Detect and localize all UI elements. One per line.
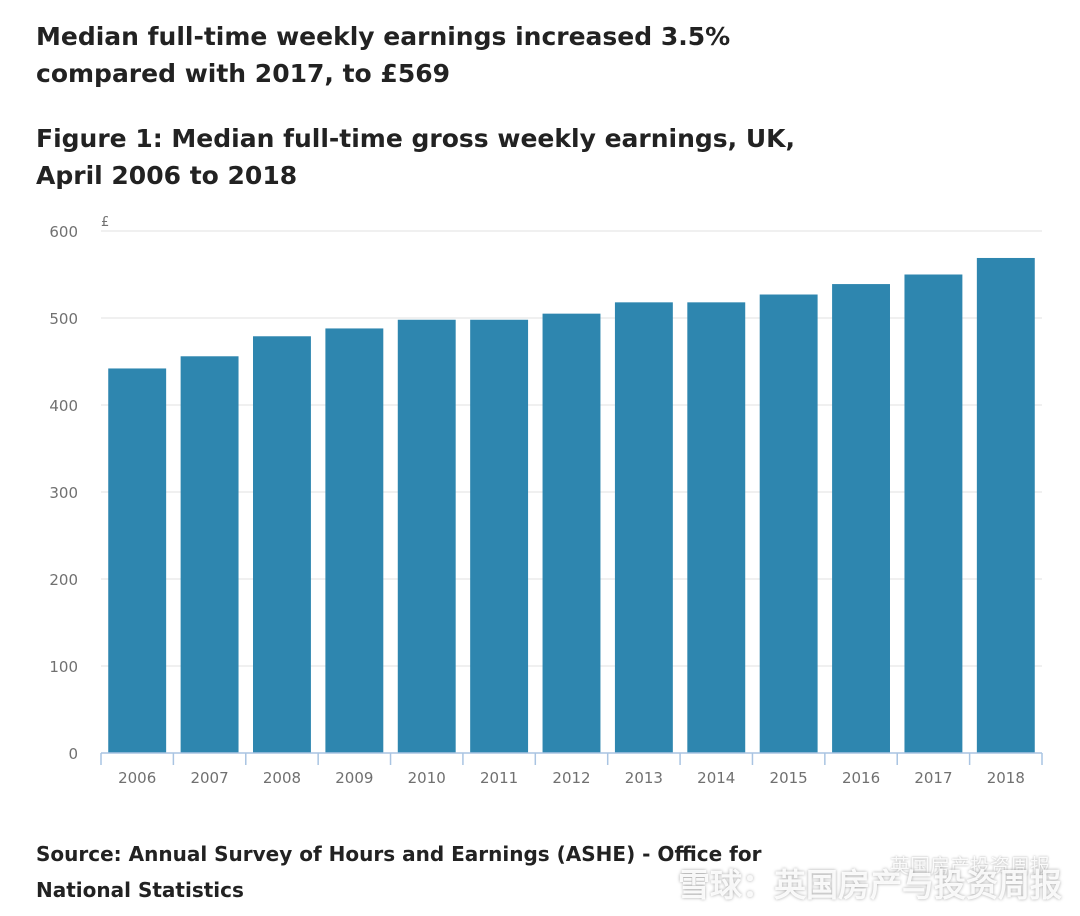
source-note: Source: Annual Survey of Hours and Earni…: [36, 842, 762, 902]
bar: [325, 328, 384, 753]
bar: [759, 294, 818, 753]
x-tick-label: 2007: [190, 769, 228, 787]
x-tick-label: 2008: [263, 769, 301, 787]
y-tick-label: 600: [49, 223, 78, 241]
watermark-small: 英国房产投资周报: [890, 854, 1050, 878]
bar: [470, 319, 529, 753]
y-tick-label: 300: [49, 484, 78, 502]
x-tick-label: 2012: [552, 769, 590, 787]
x-tick-label: 2011: [480, 769, 518, 787]
watermark: 雪球：英国房产与投资周报: [677, 866, 1062, 904]
x-tick-label: 2017: [914, 769, 952, 787]
bar: [108, 368, 167, 753]
y-tick-label: 500: [49, 310, 78, 328]
bar: [976, 257, 1035, 753]
bar: [253, 336, 311, 753]
x-tick-label: 2014: [697, 769, 735, 787]
headline: Median full-time weekly earnings increas…: [36, 22, 731, 88]
bar: [904, 274, 963, 753]
bar: [397, 319, 456, 753]
x-tick-label: 2018: [987, 769, 1025, 787]
x-tick-label: 2006: [118, 769, 156, 787]
x-tick-label: 2010: [408, 769, 446, 787]
y-axis-unit-label: £: [101, 215, 109, 230]
bar: [614, 302, 673, 753]
figure-title: Figure 1: Median full-time gross weekly …: [36, 124, 796, 190]
y-tick-label: 100: [49, 658, 78, 676]
bar: [180, 356, 239, 753]
x-tick-label: 2009: [335, 769, 373, 787]
y-tick-label: 400: [49, 397, 78, 415]
bar: [542, 313, 601, 753]
bar: [832, 284, 890, 753]
bar: [687, 302, 746, 753]
y-tick-label: 0: [68, 745, 78, 763]
x-tick-label: 2015: [770, 769, 808, 787]
y-tick-label: 200: [49, 571, 78, 589]
x-tick-label: 2013: [625, 769, 663, 787]
x-tick-label: 2016: [842, 769, 880, 787]
